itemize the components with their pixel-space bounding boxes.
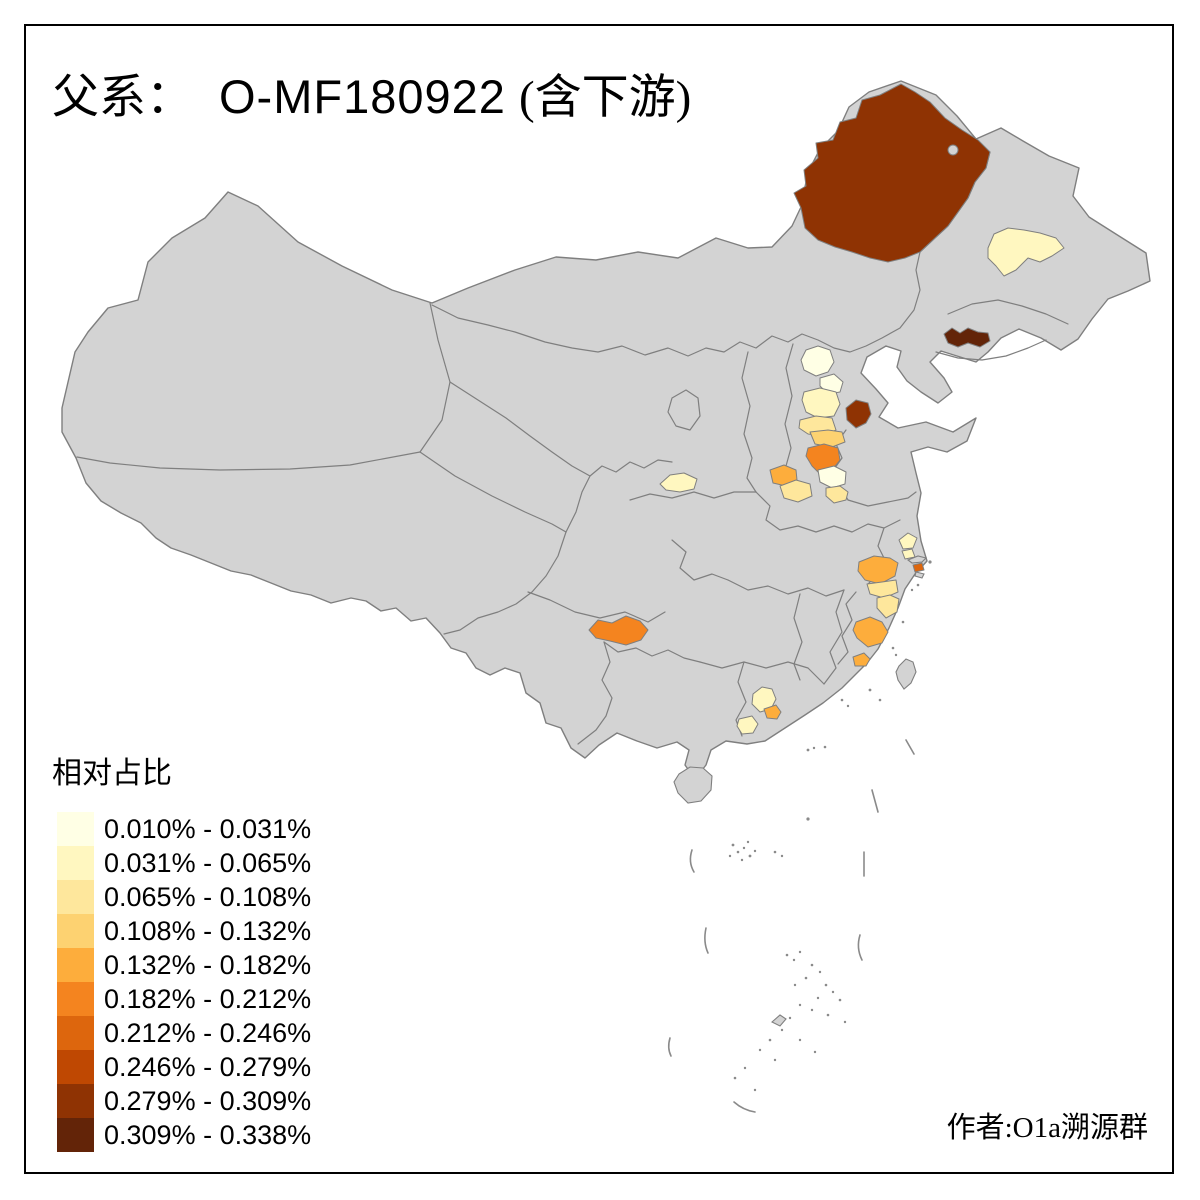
map-region-r15 bbox=[659, 472, 698, 493]
hainan-island bbox=[673, 766, 713, 804]
legend-row: 0.031% - 0.065% bbox=[57, 846, 311, 880]
map-region-r26 bbox=[763, 704, 782, 720]
map-region-r04 bbox=[845, 399, 872, 429]
legend-row: 0.010% - 0.031% bbox=[57, 812, 311, 846]
legend-swatch bbox=[57, 812, 94, 846]
mainland-outline bbox=[61, 80, 1151, 780]
legend-label: 0.065% - 0.108% bbox=[104, 881, 312, 912]
legend-label: 0.279% - 0.309% bbox=[104, 1085, 312, 1116]
legend-label: 0.182% - 0.212% bbox=[104, 983, 312, 1014]
legend-label: 0.108% - 0.132% bbox=[104, 915, 312, 946]
map-legend: 相对占比 0.010% - 0.031% 0.031% - 0.065% 0.065… bbox=[52, 748, 311, 1152]
map-region-r27 bbox=[736, 715, 759, 735]
legend-label: 0.212% - 0.246% bbox=[104, 1017, 312, 1048]
map-region-r01 bbox=[793, 83, 991, 263]
map-region-r16 bbox=[588, 615, 649, 646]
legend-swatch bbox=[57, 1118, 94, 1152]
legend-row: 0.182% - 0.212% bbox=[57, 982, 311, 1016]
title-suffix: (含下游) bbox=[518, 72, 692, 124]
taiwan-island bbox=[895, 658, 917, 690]
nine-dash-line bbox=[667, 739, 915, 1113]
map-region-r19 bbox=[912, 562, 925, 573]
map-region-r24 bbox=[852, 652, 871, 667]
legend-label: 0.010% - 0.031% bbox=[104, 813, 312, 844]
map-region-r17 bbox=[898, 532, 918, 550]
map-region-r05 bbox=[800, 345, 835, 377]
legend-swatch bbox=[57, 846, 94, 880]
legend-label: 0.132% - 0.182% bbox=[104, 949, 312, 980]
map-enclave bbox=[947, 144, 959, 156]
map-region-r22 bbox=[876, 594, 900, 619]
map-region-r13 bbox=[817, 465, 847, 489]
author-credit: 作者:O1a溯源群 bbox=[946, 1112, 1148, 1144]
legend-label: 0.031% - 0.065% bbox=[104, 847, 312, 878]
legend-swatch bbox=[57, 948, 94, 982]
map-region-r23 bbox=[852, 616, 889, 648]
chongming-island bbox=[906, 555, 928, 564]
legend-rows: 0.010% - 0.031% 0.031% - 0.065% 0.065% - 0… bbox=[57, 812, 311, 1152]
islands bbox=[673, 555, 928, 1027]
map-region-r03 bbox=[943, 327, 991, 348]
map-region-r09 bbox=[809, 429, 846, 448]
map-region-r02 bbox=[987, 227, 1065, 277]
legend-swatch bbox=[57, 1016, 94, 1050]
map-region-r21 bbox=[866, 579, 899, 599]
legend-label: 0.309% - 0.338% bbox=[104, 1119, 312, 1150]
legend-row: 0.108% - 0.132% bbox=[57, 914, 311, 948]
legend-row: 0.279% - 0.309% bbox=[57, 1084, 311, 1118]
map-region-r25 bbox=[751, 686, 777, 713]
map-region-r12 bbox=[779, 479, 813, 503]
legend-swatch bbox=[57, 982, 94, 1016]
title-prefix: 父系： bbox=[52, 72, 193, 124]
legend-row: 0.132% - 0.182% bbox=[57, 948, 311, 982]
map-region-r20 bbox=[857, 555, 899, 585]
map-title: 父系： O-MF180922 (含下游) bbox=[52, 58, 691, 127]
map-region-r14 bbox=[825, 485, 849, 504]
map-region-r07 bbox=[801, 387, 841, 419]
islet-dots bbox=[728, 560, 932, 1092]
legend-swatch bbox=[57, 914, 94, 948]
legend-row: 0.212% - 0.246% bbox=[57, 1016, 311, 1050]
title-haplogroup-code: O-MF180922 bbox=[219, 70, 506, 123]
legend-row: 0.065% - 0.108% bbox=[57, 880, 311, 914]
legend-swatch bbox=[57, 880, 94, 914]
legend-row: 0.309% - 0.338% bbox=[57, 1118, 311, 1152]
legend-row: 0.246% - 0.279% bbox=[57, 1050, 311, 1084]
legend-swatch bbox=[57, 1084, 94, 1118]
choropleth-regions bbox=[588, 83, 1065, 735]
legend-label: 0.246% - 0.279% bbox=[104, 1051, 312, 1082]
legend-title: 相对占比 bbox=[52, 757, 172, 790]
legend-swatch bbox=[57, 1050, 94, 1084]
